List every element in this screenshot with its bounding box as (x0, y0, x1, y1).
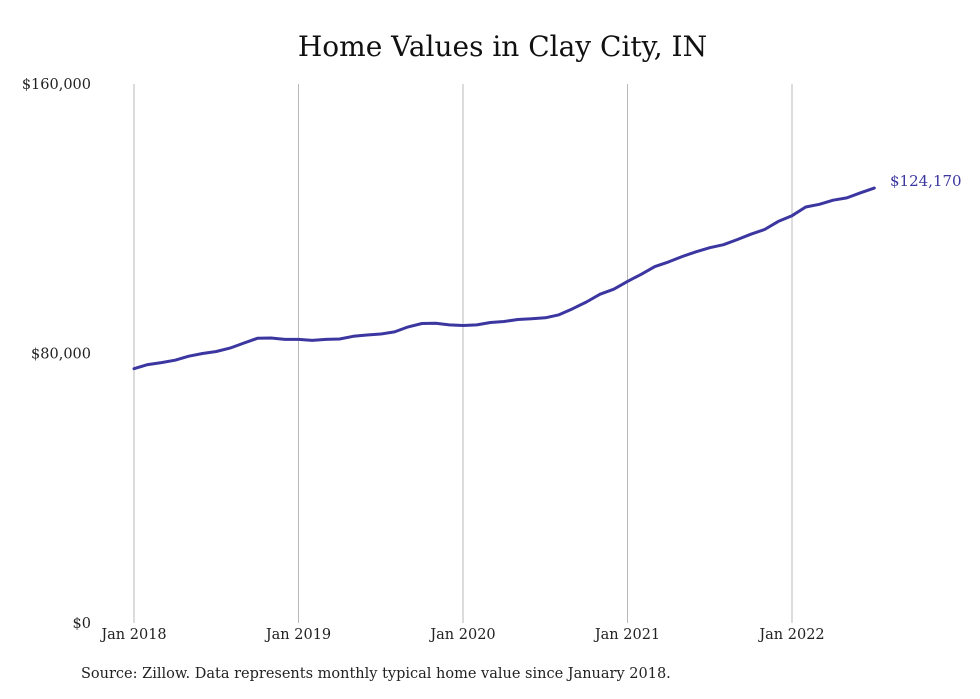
y-axis-ticks: $0 $80,000 $160,000 (22, 77, 91, 632)
y-tick-label: $80,000 (31, 347, 91, 363)
chart-title: Home Values in Clay City, IN (297, 30, 708, 63)
x-tick-label: Jan 2021 (593, 627, 660, 643)
gridlines (133, 84, 793, 623)
y-tick-label: $160,000 (22, 77, 91, 93)
end-value-label: $124,170 (890, 172, 962, 190)
annotations: $124,170 (890, 172, 962, 190)
x-tick-label: Jan 2022 (757, 627, 824, 643)
series-layer (132, 186, 876, 371)
x-tick-label: Jan 2019 (264, 627, 331, 643)
x-tick-label: Jan 2018 (99, 627, 166, 643)
source-note: Source: Zillow. Data represents monthly … (81, 666, 671, 682)
series-line (132, 186, 876, 371)
x-axis-ticks: Jan 2018 Jan 2019 Jan 2020 Jan 2021 Jan 2022 (99, 627, 824, 643)
x-tick-label: Jan 2020 (428, 627, 495, 643)
y-tick-label: $0 (73, 616, 91, 632)
